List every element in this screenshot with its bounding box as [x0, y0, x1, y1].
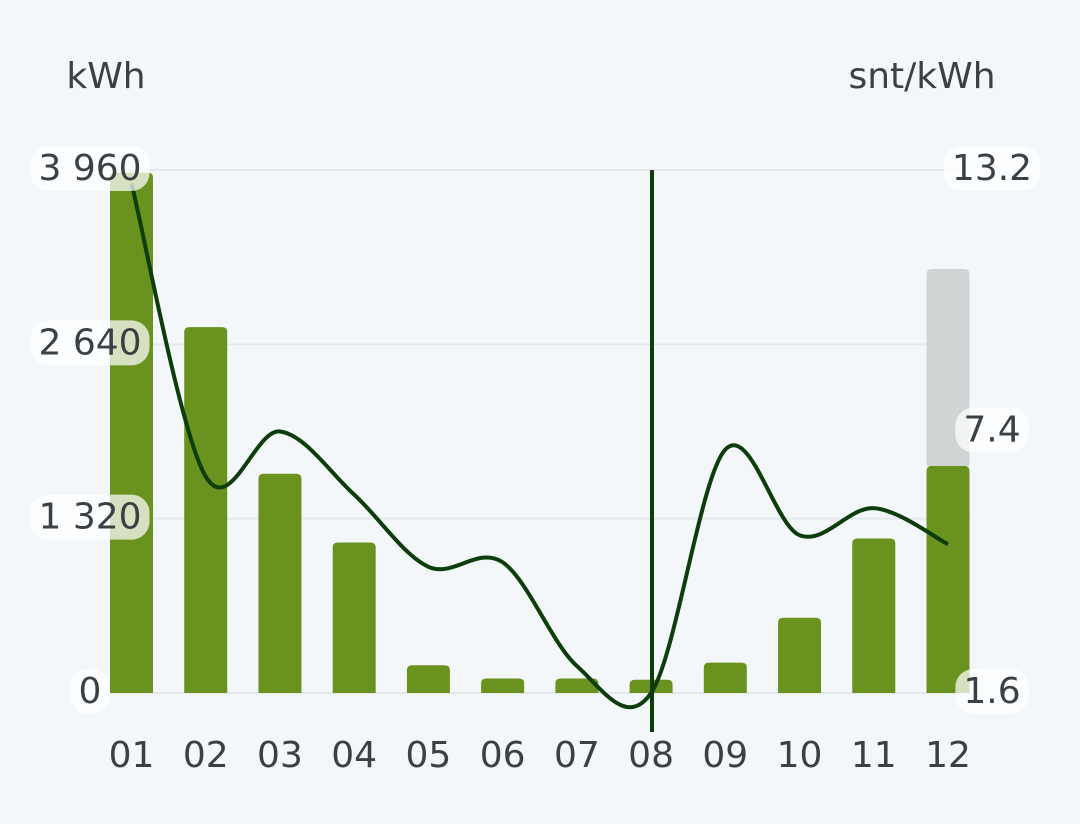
tick-label-background	[943, 146, 1041, 191]
x-tick-label: 03	[257, 735, 303, 776]
bar	[406, 665, 450, 693]
price-line	[129, 183, 949, 710]
y-tick-label: 2 640	[38, 322, 141, 363]
bar	[110, 172, 153, 693]
bar	[481, 678, 525, 693]
y-tick-label: 0	[79, 671, 102, 712]
tick-label-background	[70, 669, 110, 714]
x-tick-label: 08	[628, 735, 674, 776]
tick-label-background	[30, 146, 150, 191]
x-tick-label: 01	[109, 735, 155, 776]
y2-axis-title: snt/kWh	[848, 56, 995, 97]
y-axis-title: kWh	[66, 56, 145, 97]
x-tick-label: 09	[702, 735, 748, 776]
bars	[110, 172, 970, 693]
y2-tick-label: 13.2	[952, 148, 1032, 189]
x-tick-label: 07	[554, 735, 600, 776]
y-tick-label: 1 320	[38, 497, 141, 538]
tick-label-background	[30, 494, 150, 540]
x-tick-label: 04	[331, 735, 377, 776]
bar	[926, 465, 970, 693]
x-tick-label: 12	[925, 735, 971, 776]
x-tick-label: 06	[480, 735, 526, 776]
bar	[258, 473, 302, 693]
bar	[332, 542, 376, 693]
y2-tick-label: 1.6	[963, 671, 1020, 712]
bar	[852, 538, 896, 693]
x-tick-label: 11	[851, 735, 897, 776]
bar	[703, 662, 747, 693]
grid	[110, 169, 970, 694]
tick-label-background	[30, 320, 150, 366]
tick-label-background	[955, 669, 1029, 714]
lines	[129, 183, 949, 710]
labels: 0 1 320 2 640 3 960 1.6 7.4 13.2 01 02 03 04 05 06 07…	[30, 146, 1041, 776]
tick-label-background	[955, 407, 1029, 453]
x-tick-label: 10	[777, 735, 823, 776]
y-tick-label: 3 960	[38, 148, 141, 189]
bar	[555, 678, 599, 693]
x-tick-label: 02	[183, 735, 229, 776]
x-tick-label: 05	[406, 735, 452, 776]
bar	[778, 617, 822, 693]
y2-tick-label: 7.4	[963, 410, 1020, 451]
bar	[184, 327, 228, 693]
